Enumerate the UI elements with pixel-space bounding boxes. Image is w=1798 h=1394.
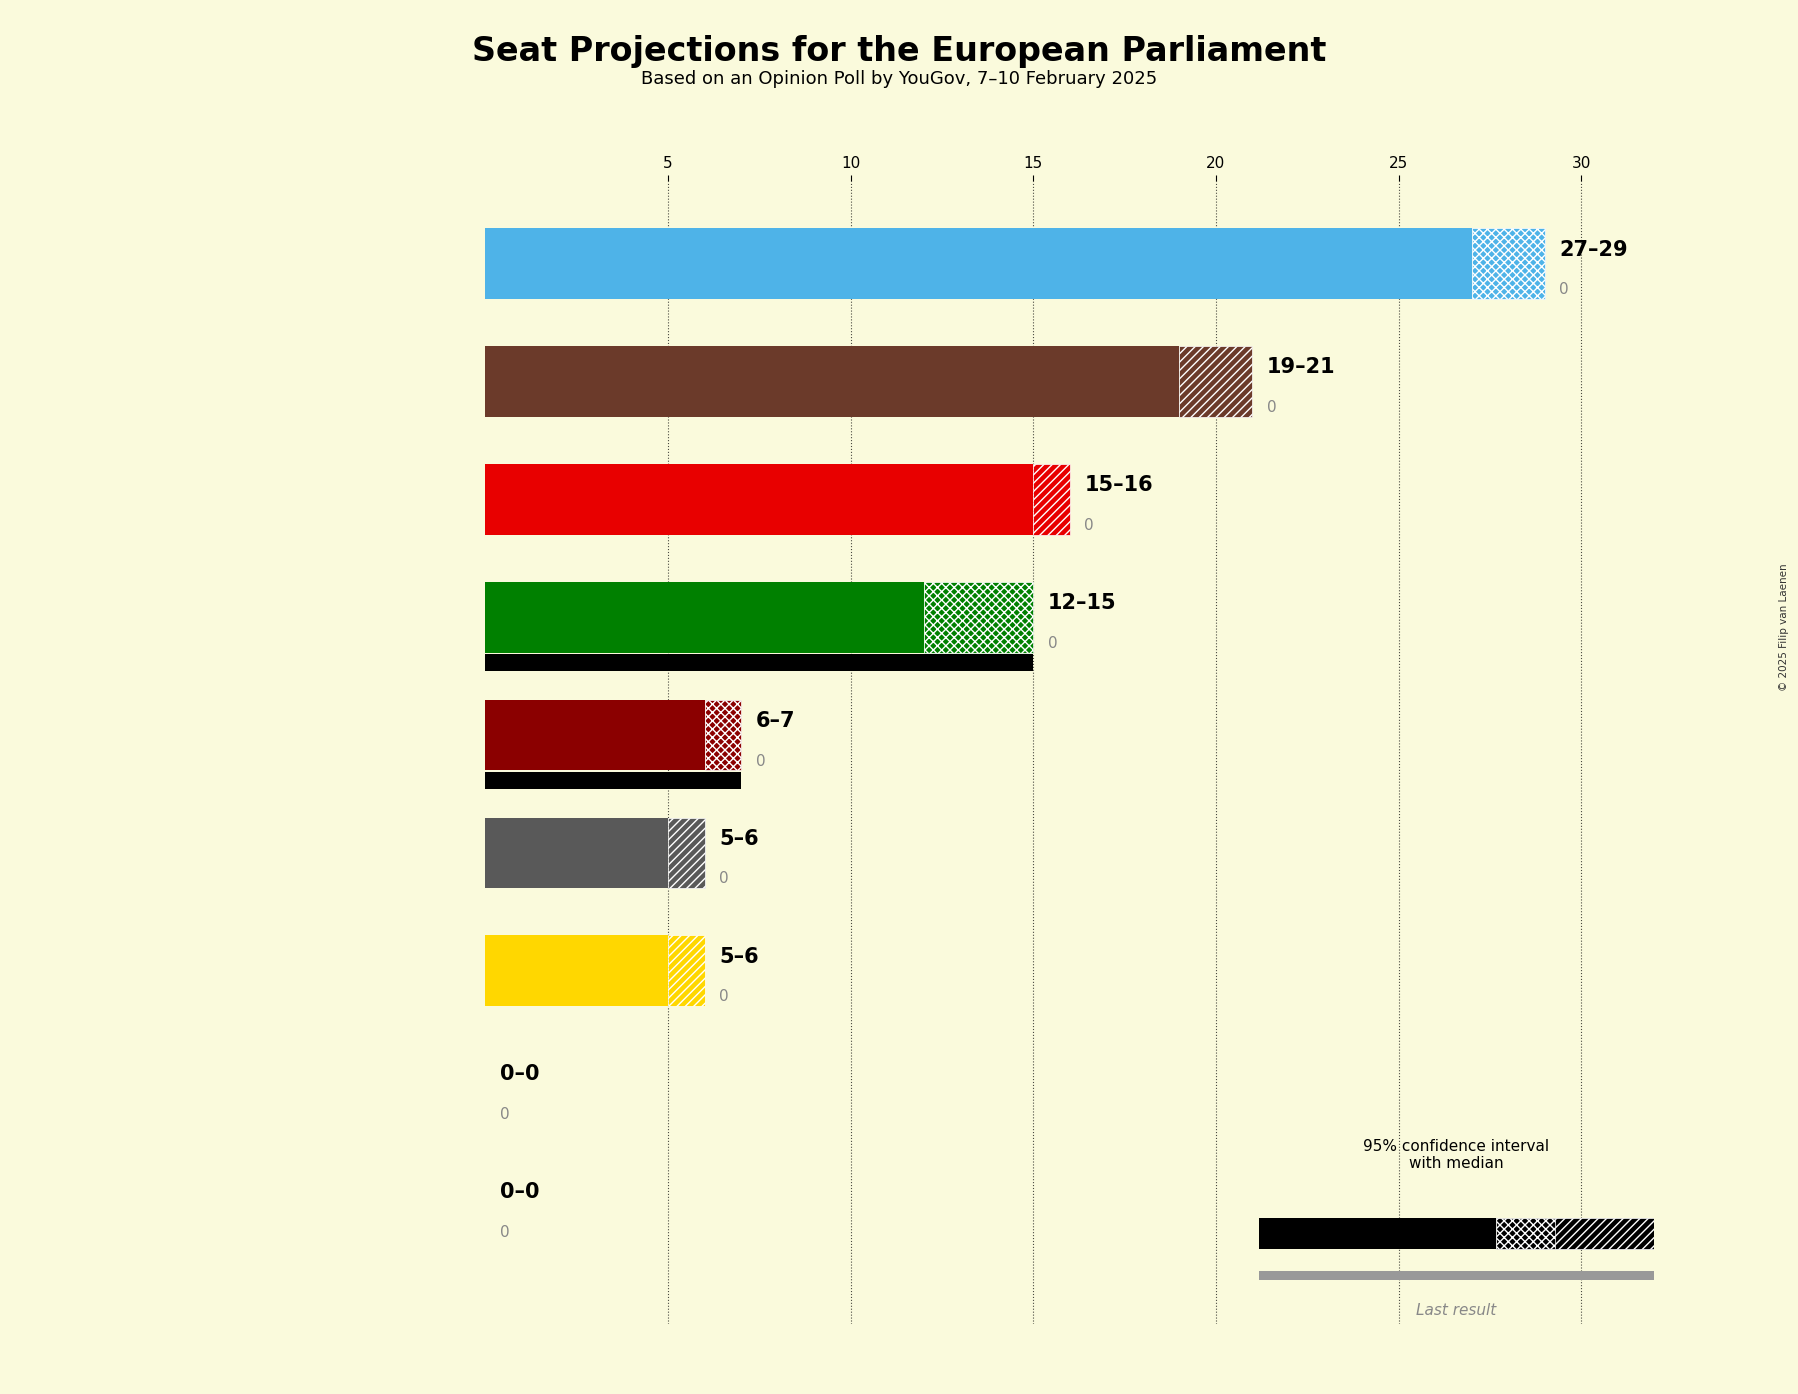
Bar [485, 700, 705, 771]
Bar [485, 464, 1034, 535]
Bar [485, 817, 669, 888]
Text: 15–16: 15–16 [1084, 475, 1153, 495]
Bar [1259, 1271, 1654, 1280]
Text: 0: 0 [719, 990, 728, 1004]
Bar [485, 935, 669, 1006]
Bar [669, 817, 705, 888]
Text: 0: 0 [500, 1225, 509, 1239]
Bar [1496, 1218, 1654, 1249]
Text: 0–0: 0–0 [500, 1182, 539, 1202]
Text: Based on an Opinion Poll by YouGov, 7–10 February 2025: Based on an Opinion Poll by YouGov, 7–10… [640, 70, 1158, 88]
Bar [485, 229, 1471, 300]
Text: 19–21: 19–21 [1268, 357, 1336, 378]
Text: © 2025 Filip van Laenen: © 2025 Filip van Laenen [1778, 563, 1789, 691]
Text: 0: 0 [755, 754, 766, 768]
Bar [705, 700, 741, 771]
Bar [485, 581, 924, 652]
Bar [485, 772, 741, 789]
Bar [924, 581, 1034, 652]
Text: 0–0: 0–0 [500, 1065, 539, 1085]
Bar [1471, 229, 1544, 300]
Bar [669, 935, 705, 1006]
Text: 0: 0 [500, 1107, 509, 1122]
Bar [485, 346, 1179, 417]
Text: 5–6: 5–6 [719, 829, 759, 849]
Text: 0: 0 [1268, 400, 1277, 415]
Text: 0: 0 [1048, 636, 1057, 651]
Text: 5–6: 5–6 [719, 947, 759, 966]
Bar [485, 654, 1034, 672]
Text: 12–15: 12–15 [1048, 592, 1117, 613]
Bar [1034, 464, 1070, 535]
Text: 0: 0 [1084, 517, 1093, 533]
Bar [1179, 346, 1253, 417]
Text: Seat Projections for the European Parliament: Seat Projections for the European Parlia… [471, 35, 1327, 68]
Text: 0: 0 [719, 871, 728, 887]
Bar [1555, 1218, 1654, 1249]
Bar [1259, 1218, 1496, 1249]
Text: Last result: Last result [1417, 1303, 1496, 1319]
Text: 6–7: 6–7 [755, 711, 795, 730]
Text: 0: 0 [1559, 282, 1570, 297]
Text: 95% confidence interval
with median: 95% confidence interval with median [1363, 1139, 1550, 1171]
Text: 27–29: 27–29 [1559, 240, 1627, 259]
